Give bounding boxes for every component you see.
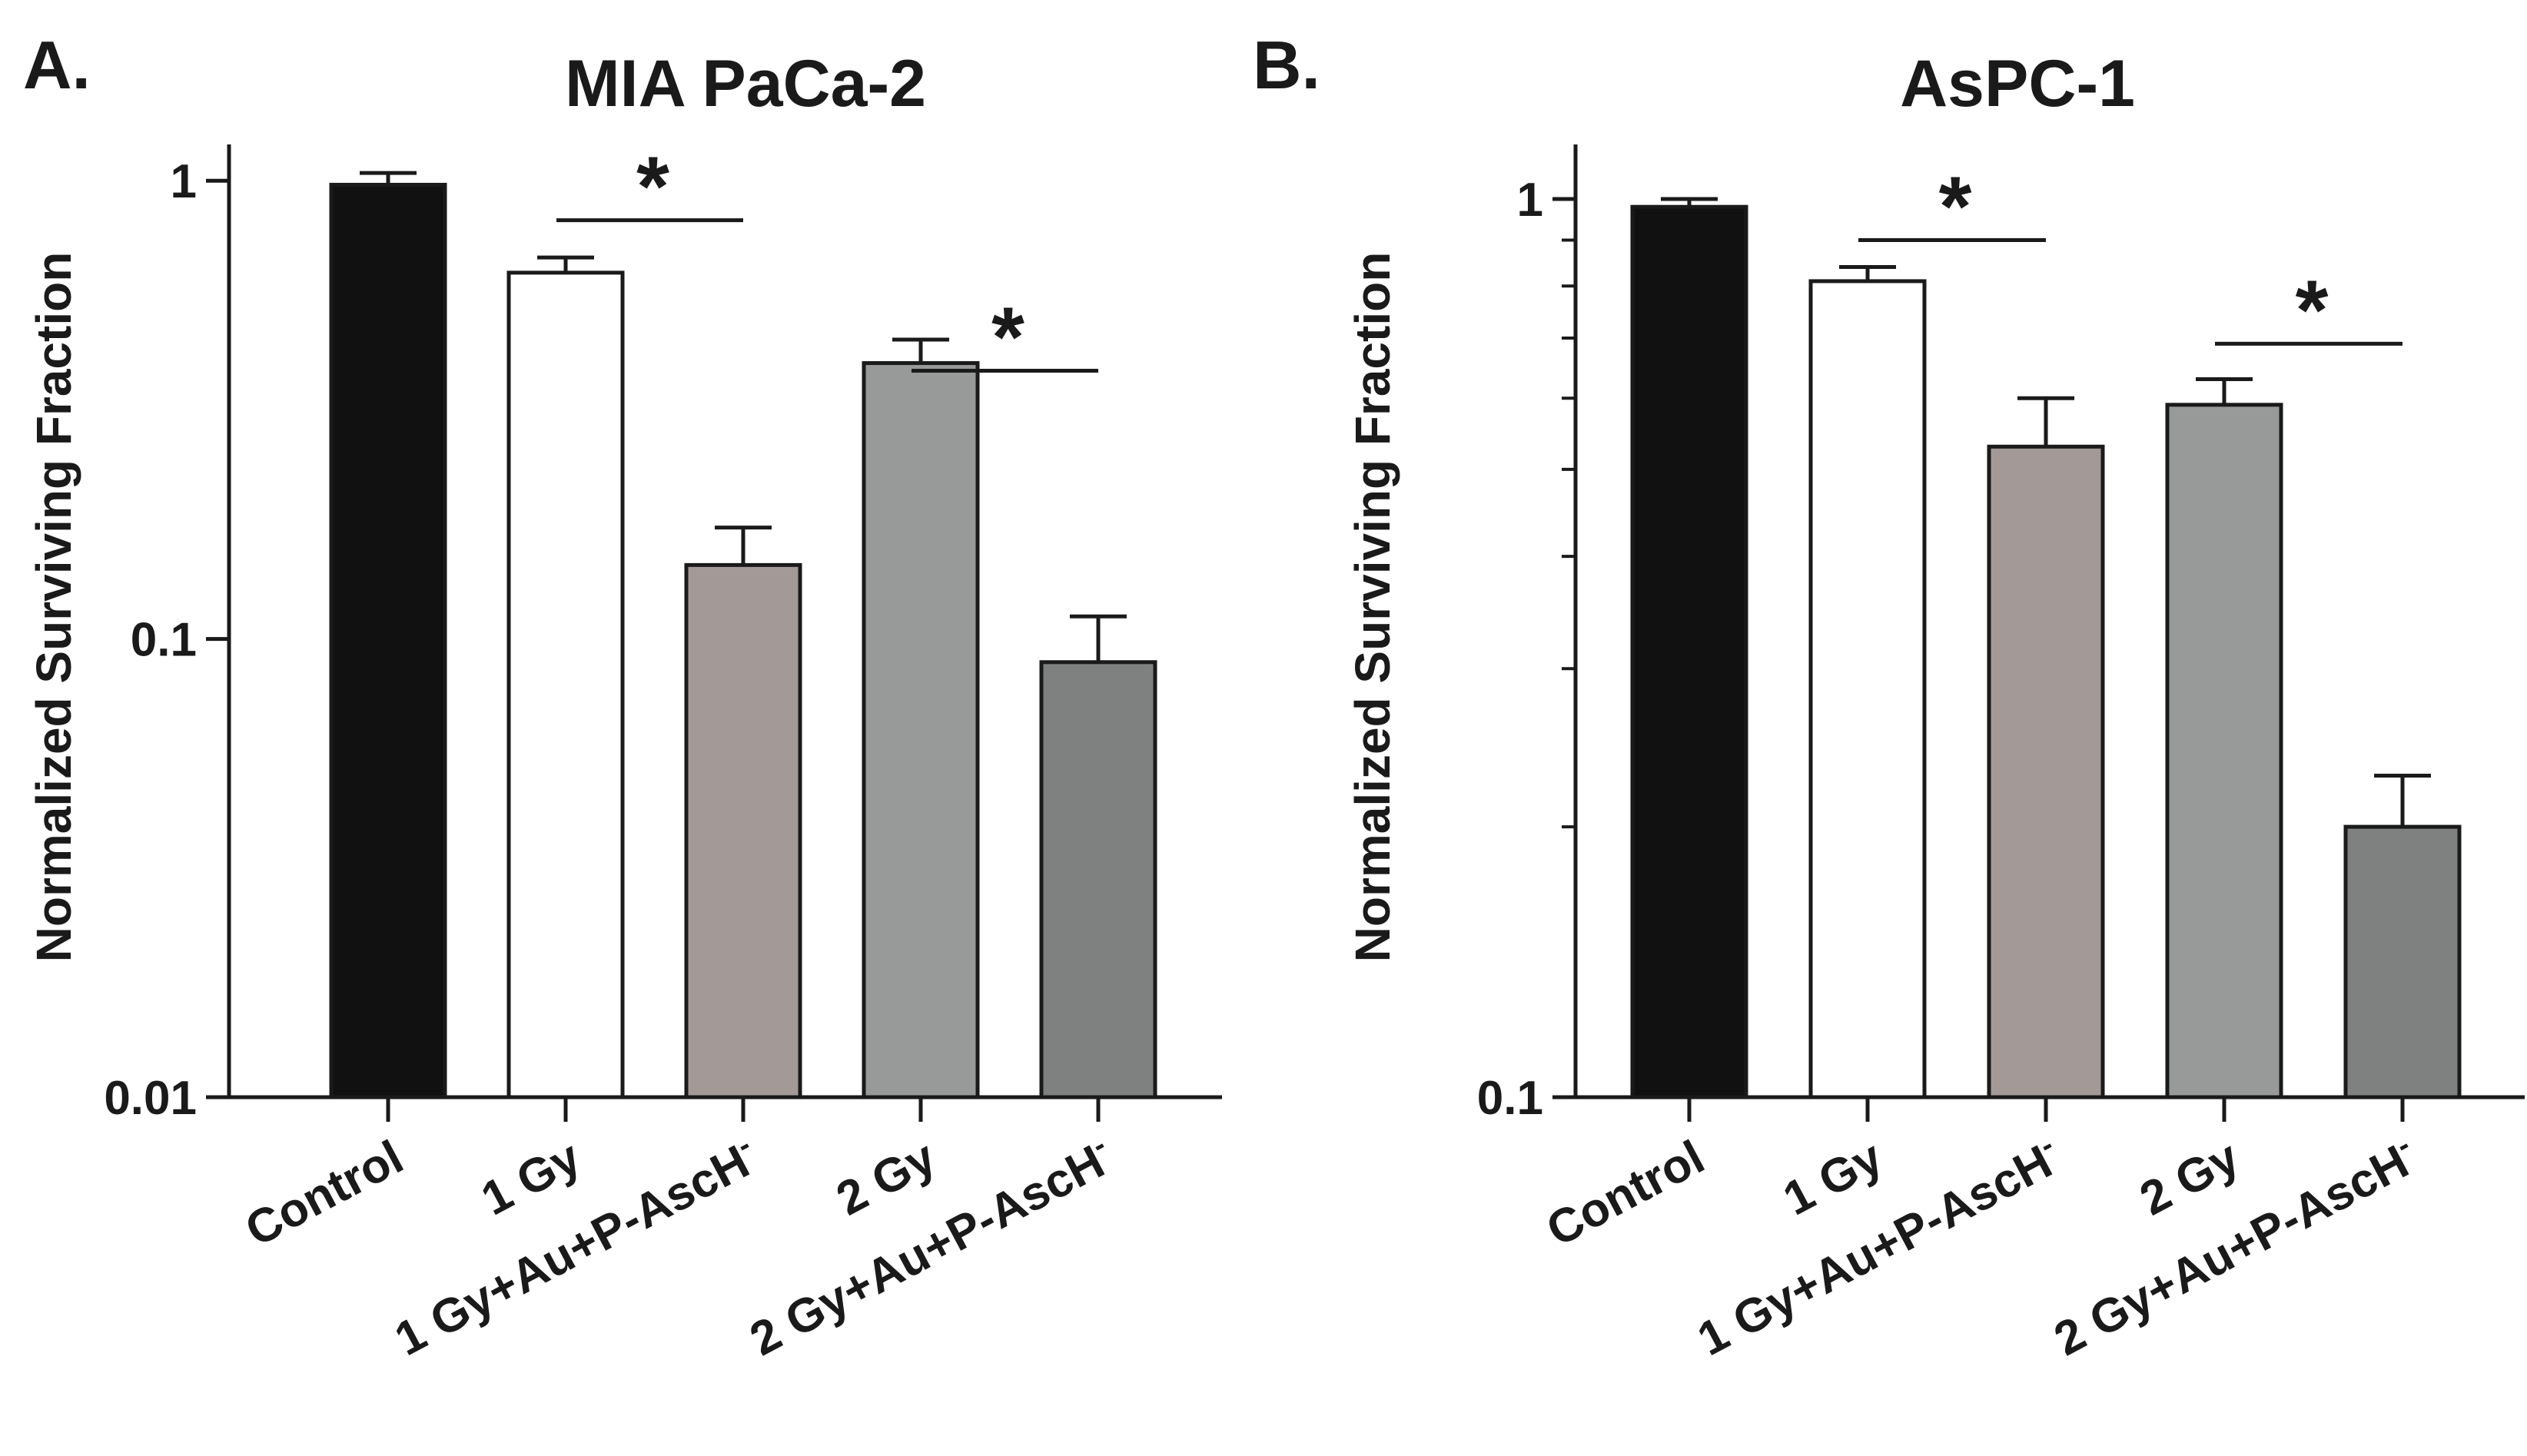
y-tick-label: 0.1 — [1477, 1072, 1543, 1125]
y-tick-label: 0.1 — [131, 614, 197, 667]
significance-star: * — [2296, 263, 2329, 357]
significance-star: * — [1939, 159, 1972, 254]
panel-label-a: A. — [23, 27, 91, 103]
bar — [1808, 279, 1927, 1099]
chart-title-b: AsPC-1 — [1900, 47, 2135, 121]
y-tick-label: 1 — [1517, 174, 1543, 227]
bar — [1987, 444, 2105, 1099]
significance-star: * — [636, 140, 669, 234]
bar — [329, 182, 447, 1099]
bar — [862, 361, 980, 1099]
y-axis-label-b: Normalized Surviving Fraction — [1345, 252, 1400, 963]
panel-label-b: B. — [1253, 27, 1320, 103]
chart-panel-a: A. MIA PaCa-2 Normalized Surviving Fract… — [23, 27, 1222, 1366]
bar — [1630, 204, 1748, 1099]
y-tick-label: 1 — [171, 155, 197, 208]
significance-star: * — [991, 290, 1024, 384]
chart-title-a: MIA PaCa-2 — [565, 47, 926, 121]
bar — [684, 562, 802, 1099]
bar — [2165, 403, 2283, 1099]
bar — [2343, 824, 2462, 1099]
y-tick-label: 0.01 — [104, 1072, 197, 1125]
bar — [506, 270, 625, 1099]
bar — [1039, 660, 1157, 1099]
y-axis-label-a: Normalized Surviving Fraction — [26, 252, 81, 963]
